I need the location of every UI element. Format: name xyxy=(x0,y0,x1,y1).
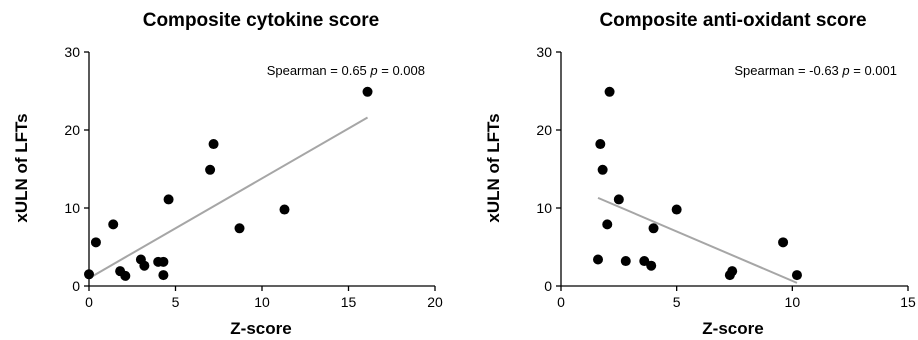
annotation: Spearman = -0.63 p = 0.001 xyxy=(734,63,897,78)
chart-title: Composite anti-oxidant score xyxy=(599,10,866,31)
chart-antioxidant: Composite anti-oxidant score Spearman = … xyxy=(484,10,916,338)
data-point xyxy=(139,260,150,271)
y-tick-label: 20 xyxy=(536,122,552,138)
points-layer xyxy=(593,86,802,281)
data-point xyxy=(234,223,245,234)
data-point xyxy=(163,194,174,205)
chart-title: Composite cytokine score xyxy=(143,10,380,31)
y-tick-label: 10 xyxy=(536,200,552,216)
regression-line xyxy=(597,196,798,284)
data-point xyxy=(727,266,738,277)
points-layer xyxy=(84,86,373,281)
x-tick-label: 20 xyxy=(427,294,443,310)
trend-line-layer xyxy=(88,116,369,280)
data-point xyxy=(108,219,119,230)
chart-cytokine: Composite cytokine score Spearman = 0.65… xyxy=(12,10,443,338)
data-point xyxy=(158,256,169,267)
x-tick-label: 5 xyxy=(673,294,681,310)
x-tick-label: 10 xyxy=(785,294,801,310)
x-axis-title: Z-score xyxy=(702,319,763,338)
y-axis-title: xULN of LFTs xyxy=(484,113,503,222)
x-tick-label: 10 xyxy=(254,294,270,310)
data-point xyxy=(778,237,789,248)
y-tick-label: 20 xyxy=(64,122,80,138)
axes-layer: 0 5 10 15 0 10 20 30 xyxy=(536,44,916,310)
data-point xyxy=(597,164,608,175)
data-point xyxy=(613,194,624,205)
data-point xyxy=(362,86,373,97)
data-point xyxy=(648,223,659,234)
x-tick-label: 5 xyxy=(172,294,180,310)
data-point xyxy=(791,270,802,281)
x-tick-label: 15 xyxy=(900,294,916,310)
data-point xyxy=(90,237,101,248)
y-axis-title: xULN of LFTs xyxy=(12,113,31,222)
data-point xyxy=(593,254,604,265)
axes-layer: 0 5 10 15 20 0 10 20 30 xyxy=(64,44,443,310)
y-tick-label: 0 xyxy=(72,278,80,294)
data-point xyxy=(620,256,631,267)
y-tick-label: 10 xyxy=(64,200,80,216)
data-point xyxy=(646,260,657,271)
x-axis-title: Z-score xyxy=(230,319,291,338)
data-point xyxy=(120,270,131,281)
data-point xyxy=(604,86,615,97)
annotation: Spearman = 0.65 p = 0.008 xyxy=(267,63,425,78)
data-point xyxy=(208,139,219,150)
trend-line-layer xyxy=(597,196,798,284)
y-tick-label: 30 xyxy=(64,44,80,60)
data-point xyxy=(602,219,613,230)
data-point xyxy=(671,204,682,215)
y-tick-label: 0 xyxy=(544,278,552,294)
data-point xyxy=(205,164,216,175)
x-tick-label: 0 xyxy=(557,294,565,310)
x-tick-label: 0 xyxy=(85,294,93,310)
data-point xyxy=(595,139,606,150)
data-point xyxy=(158,270,169,281)
x-tick-label: 15 xyxy=(341,294,357,310)
data-point xyxy=(279,204,290,215)
y-tick-label: 30 xyxy=(536,44,552,60)
regression-line xyxy=(88,116,369,280)
